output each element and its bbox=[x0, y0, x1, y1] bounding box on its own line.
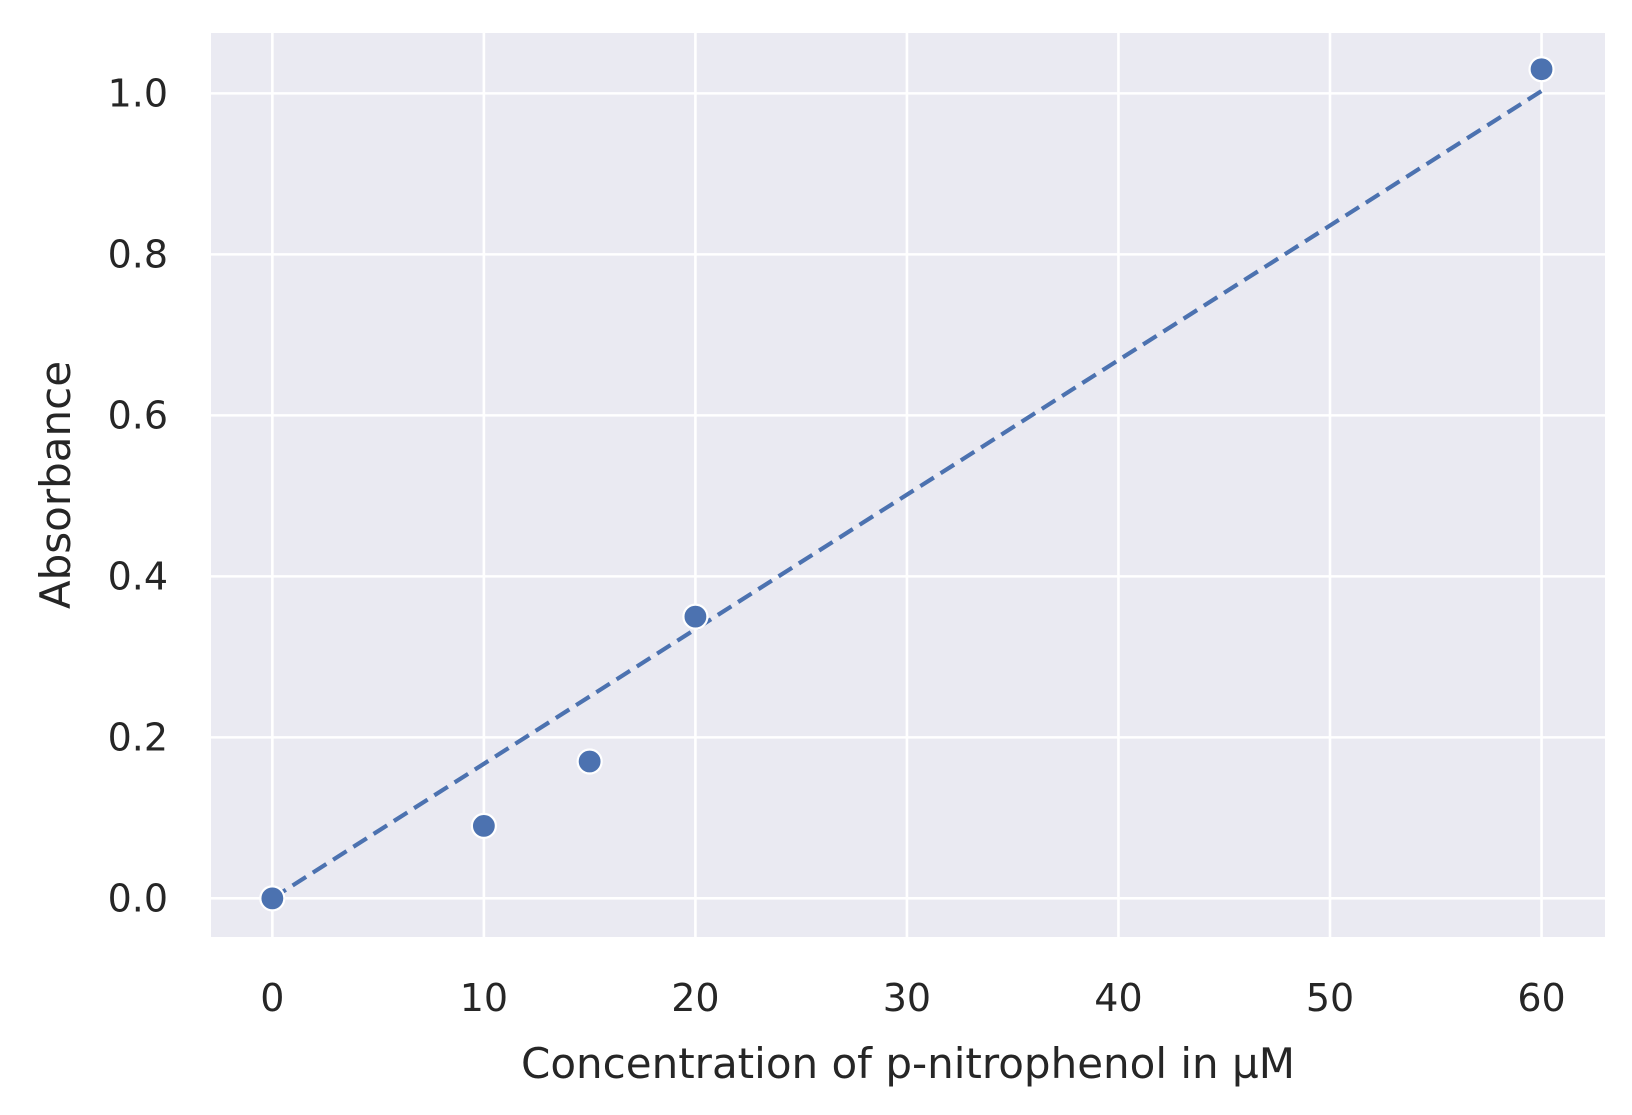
x-tick-label: 50 bbox=[1306, 976, 1354, 1020]
x-tick-label: 60 bbox=[1517, 976, 1565, 1020]
data-point bbox=[576, 748, 603, 775]
x-axis-label: Concentration of p-nitrophenol in µM bbox=[521, 1039, 1295, 1088]
x-tick-labels: 0 10 20 30 40 50 60 bbox=[260, 976, 1565, 1020]
data-point bbox=[259, 885, 286, 912]
scatter-points bbox=[259, 56, 1555, 912]
x-tick-label: 0 bbox=[260, 976, 284, 1020]
grid bbox=[211, 33, 1605, 937]
data-point bbox=[1528, 56, 1555, 83]
y-tick-label: 0.8 bbox=[108, 232, 168, 276]
fit-line-layer bbox=[271, 89, 1543, 901]
data-point bbox=[470, 812, 497, 840]
y-tick-label: 1.0 bbox=[108, 71, 168, 115]
x-tick-label: 20 bbox=[671, 976, 719, 1020]
x-tick-label: 30 bbox=[883, 976, 931, 1020]
y-tick-labels: 0.0 0.2 0.4 0.6 0.8 1.0 bbox=[108, 71, 168, 920]
y-tick-label: 0.4 bbox=[108, 554, 168, 598]
fit-line bbox=[271, 89, 1543, 901]
x-tick-label: 40 bbox=[1094, 976, 1142, 1020]
y-tick-label: 0.2 bbox=[108, 715, 168, 759]
data-point bbox=[682, 603, 709, 630]
x-tick-label: 10 bbox=[460, 976, 508, 1020]
y-tick-label: 0.0 bbox=[108, 876, 168, 920]
y-axis-label: Absorbance bbox=[31, 361, 80, 609]
y-tick-label: 0.6 bbox=[108, 393, 168, 437]
